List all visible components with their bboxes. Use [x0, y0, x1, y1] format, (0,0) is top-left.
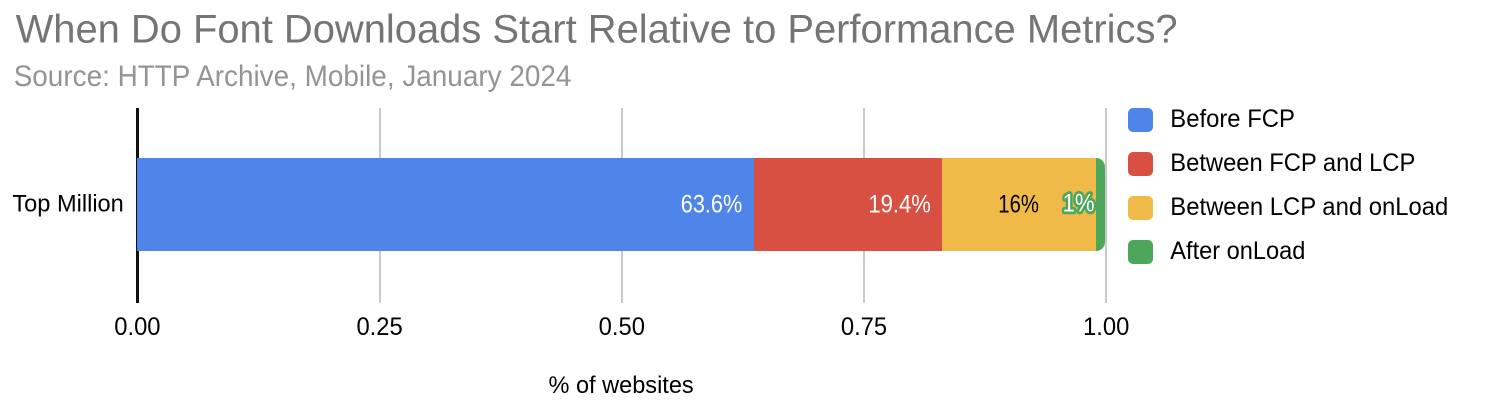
- svg-text:Top Million: Top Million: [12, 190, 123, 217]
- svg-text:Before FCP: Before FCP: [1170, 105, 1295, 133]
- svg-text:0.50: 0.50: [599, 313, 645, 341]
- svg-text:0.00: 0.00: [114, 313, 160, 341]
- svg-text:16%: 16%: [998, 190, 1039, 218]
- svg-text:% of websites: % of websites: [549, 372, 694, 399]
- svg-text:Between LCP and onLoad: Between LCP and onLoad: [1170, 193, 1448, 221]
- svg-text:Source: HTTP Archive, Mobile,: Source: HTTP Archive, Mobile, January 20…: [14, 60, 572, 93]
- svg-text:When Do Font Downloads Start R: When Do Font Downloads Start Relative to…: [16, 8, 1178, 52]
- svg-text:After onLoad: After onLoad: [1170, 237, 1305, 265]
- svg-text:0.75: 0.75: [841, 313, 887, 341]
- svg-text:Between FCP and LCP: Between FCP and LCP: [1170, 149, 1415, 177]
- svg-text:63.6%: 63.6%: [681, 190, 742, 218]
- svg-text:1.00: 1.00: [1083, 313, 1129, 341]
- svg-text:0.25: 0.25: [356, 313, 402, 341]
- svg-text:1%: 1%: [1063, 190, 1095, 218]
- svg-text:19.4%: 19.4%: [868, 190, 931, 218]
